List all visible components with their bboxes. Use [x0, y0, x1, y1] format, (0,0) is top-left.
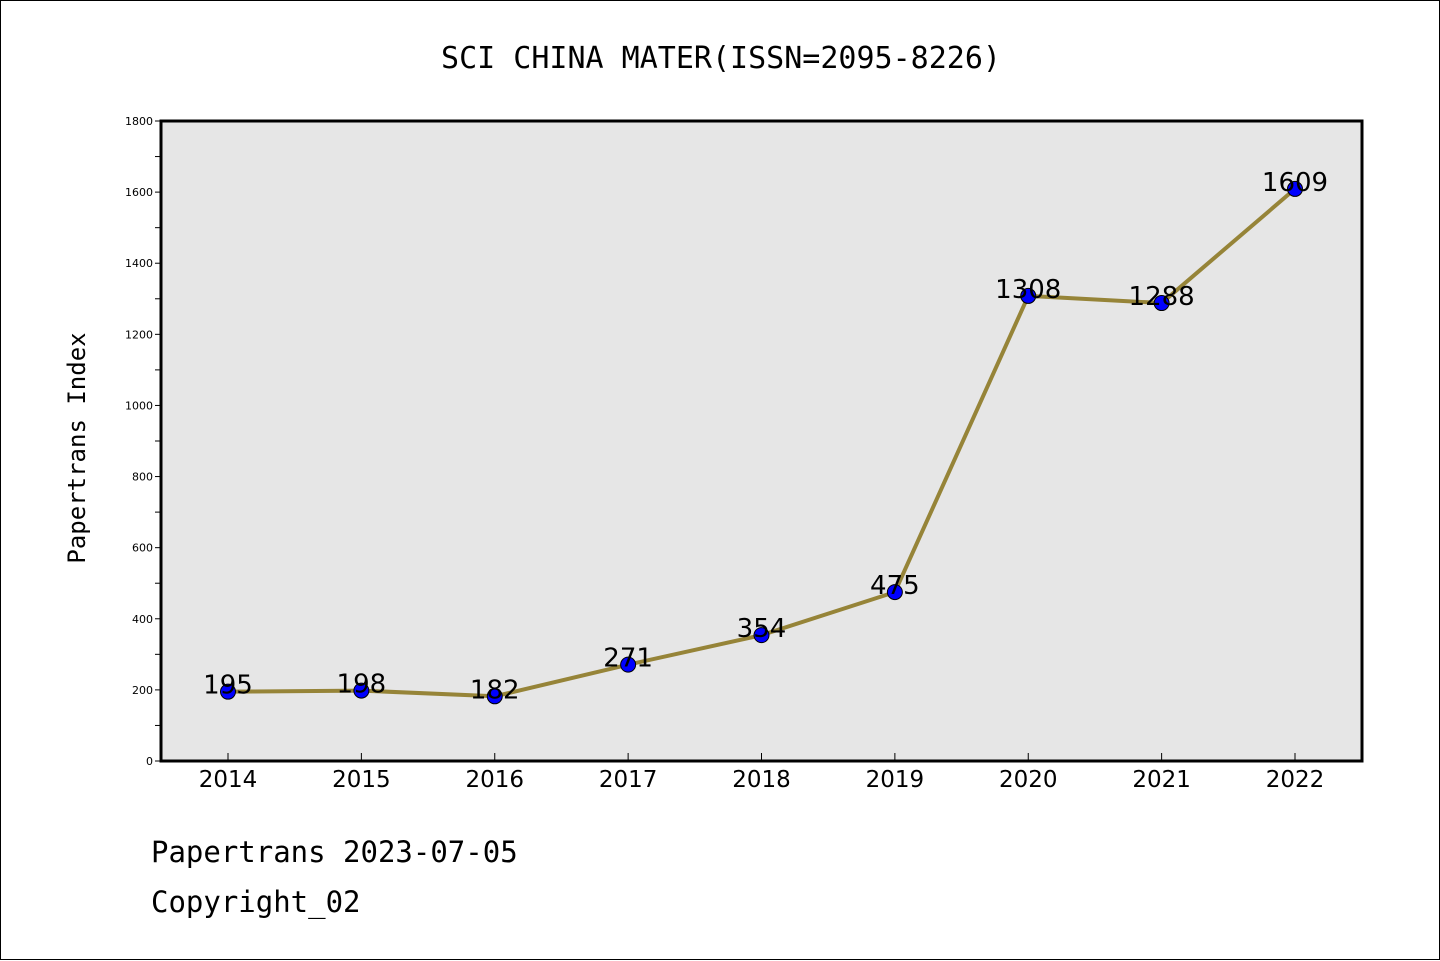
data-label: 354	[737, 614, 787, 644]
x-tick-label: 2015	[332, 767, 391, 793]
data-point	[486, 688, 503, 705]
data-point	[753, 627, 770, 644]
x-tick-label: 2020	[999, 767, 1058, 793]
footer-copyright: Copyright_02	[151, 885, 361, 919]
x-tick-label: 2014	[199, 767, 258, 793]
data-markers	[220, 180, 1303, 705]
y-tick-label: 1800	[125, 115, 153, 128]
y-tick-label: 400	[132, 613, 153, 626]
data-label: 198	[337, 670, 387, 700]
data-point	[1153, 295, 1170, 312]
chart-title: SCI CHINA MATER(ISSN=2095-8226)	[441, 41, 1001, 76]
y-tick-label: 800	[132, 471, 153, 484]
data-point	[220, 683, 236, 700]
y-tick-label: 600	[132, 542, 153, 555]
data-point	[886, 584, 903, 601]
y-tick-label: 1600	[125, 186, 153, 199]
y-tick-label: 1200	[125, 328, 153, 341]
data-label: 1308	[995, 275, 1061, 305]
x-tick-label: 2018	[732, 767, 791, 793]
footer-date: Papertrans 2023-07-05	[151, 835, 518, 869]
x-tick-label: 2022	[1266, 767, 1325, 793]
data-label: 475	[870, 571, 920, 601]
y-tick-label: 1400	[125, 257, 153, 270]
plot-border	[159, 119, 1364, 763]
plot-area	[161, 121, 1362, 761]
y-axis-label: Papertrans Index	[63, 332, 91, 563]
data-label: 182	[470, 675, 520, 705]
y-tick-label: 200	[132, 684, 153, 697]
data-point	[353, 682, 370, 699]
data-label: 271	[603, 644, 653, 674]
x-axis: 2014 2015 2016 2017 2018 2019 2020 2021 2022	[199, 753, 1325, 793]
x-tick-label: 2019	[866, 767, 925, 793]
y-tick-label: 0	[146, 755, 153, 768]
data-label: 1288	[1129, 282, 1195, 312]
data-labels: 195 198 182 271 354 475 1308 1288 1609	[203, 168, 1328, 705]
data-point	[1287, 180, 1303, 197]
data-point	[620, 656, 637, 673]
data-point	[1020, 287, 1037, 304]
data-label: 195	[203, 671, 253, 701]
y-tick-label: 1000	[125, 399, 153, 412]
x-tick-label: 2017	[599, 767, 658, 793]
y-axis: 0 200 400 600 800 1000 1200 1400 1600 1800	[125, 115, 161, 768]
x-tick-label: 2021	[1132, 767, 1191, 793]
x-tick-label: 2016	[465, 767, 524, 793]
data-label: 1609	[1262, 168, 1328, 198]
